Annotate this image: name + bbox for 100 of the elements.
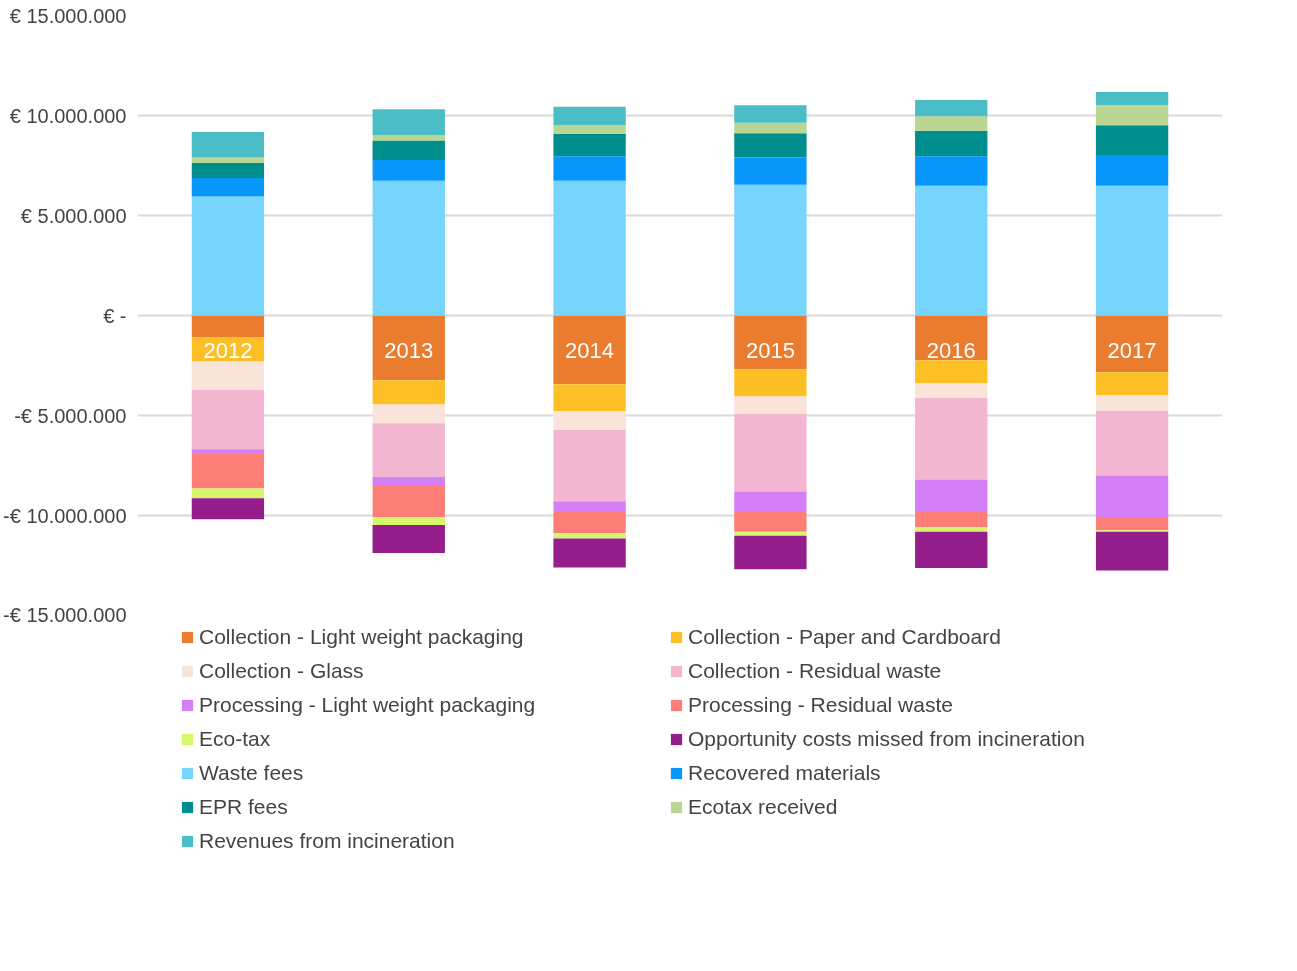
x-tick-label: 2014 (565, 338, 615, 363)
bar (372, 404, 445, 424)
bar (915, 360, 988, 384)
bar (734, 396, 807, 414)
bar (191, 488, 265, 499)
bar (1095, 372, 1169, 396)
bar (915, 479, 988, 512)
bar (1095, 475, 1169, 518)
bar (372, 525, 445, 553)
bar (191, 361, 265, 390)
bar (553, 156, 626, 181)
bar (191, 178, 265, 197)
bar (553, 125, 626, 134)
legend-label: Opportunity costs missed from incineration (688, 727, 1086, 751)
y-tick-label: € 15.000.000 (9, 4, 127, 27)
x-tick-label: 2017 (1107, 338, 1157, 363)
bar (734, 531, 807, 536)
bar (1095, 91, 1169, 106)
bar (191, 196, 265, 316)
bar (915, 185, 988, 316)
bar (915, 531, 988, 568)
bar (915, 511, 988, 528)
bar (734, 122, 807, 134)
bar (734, 369, 807, 397)
bar (734, 511, 807, 532)
bar (734, 491, 807, 512)
x-tick-label: 2013 (384, 338, 434, 363)
bar (372, 109, 445, 136)
y-tick-label: € 5.000.000 (20, 204, 127, 227)
bar (734, 315, 807, 370)
bar (191, 132, 265, 158)
bar (372, 476, 445, 487)
bar (734, 105, 807, 123)
bar (553, 501, 626, 512)
x-tick-label: 2012 (203, 338, 253, 363)
bar (553, 106, 626, 126)
bar (372, 140, 445, 160)
bar (915, 527, 988, 532)
legend-label: Collection - Paper and Cardboard (688, 625, 1002, 649)
bar (553, 538, 626, 568)
bar (191, 162, 265, 179)
bar (191, 157, 265, 163)
bar (372, 423, 445, 477)
bar (191, 315, 265, 338)
legend-label: Collection - Glass (199, 659, 365, 683)
bar (734, 133, 807, 158)
bar (372, 135, 445, 141)
bar (1095, 105, 1169, 126)
bar (191, 449, 265, 454)
bar (1095, 185, 1169, 316)
bar (915, 397, 988, 480)
bar (372, 380, 445, 405)
bar (1095, 125, 1169, 156)
bar (734, 157, 807, 185)
bar (1095, 155, 1169, 186)
legend-label: Collection - Light weight packaging (199, 625, 525, 649)
legend-label: Ecotax received (688, 795, 839, 819)
bar (915, 383, 988, 398)
bar (734, 535, 807, 570)
x-tick-label: 2015 (745, 338, 795, 363)
bar (553, 511, 626, 534)
bar (1095, 315, 1169, 373)
bar (553, 384, 626, 412)
bar (915, 116, 988, 131)
bar (372, 486, 445, 518)
legend-label: Processing - Light weight packaging (199, 693, 537, 717)
bar (553, 533, 626, 539)
x-tick-label: 2016 (926, 338, 976, 363)
bar (191, 498, 265, 520)
y-tick-label: -€ 10.000.000 (3, 504, 127, 527)
bar (372, 517, 445, 526)
bar (1095, 411, 1169, 476)
bar (191, 389, 265, 450)
y-tick-label: € 10.000.000 (9, 104, 127, 127)
bar (1095, 531, 1169, 571)
bar (372, 315, 445, 381)
bar (191, 453, 265, 489)
legend-label: Recovered materials (688, 761, 882, 785)
bar (553, 133, 626, 157)
y-tick-label: € - (103, 304, 127, 327)
legend-label: Processing - Residual waste (688, 693, 954, 717)
bar (734, 413, 807, 492)
bar (553, 315, 626, 385)
bar (915, 156, 988, 186)
legend-label: Waste fees (199, 761, 305, 785)
bar (1095, 517, 1169, 531)
legend-label: Revenues from incineration (199, 829, 456, 853)
bar (915, 130, 988, 157)
bar (553, 180, 626, 316)
bar (553, 411, 626, 430)
legend-label: Eco-tax (199, 727, 272, 751)
y-tick-label: -€ 15.000.000 (3, 603, 127, 626)
bar (915, 99, 988, 117)
bar (553, 429, 626, 502)
bar (372, 159, 445, 181)
legend-label: EPR fees (199, 795, 289, 819)
legend-label: Collection - Residual waste (688, 659, 943, 683)
y-tick-label: -€ 5.000.000 (14, 404, 127, 427)
bar (372, 180, 445, 316)
bar (1095, 395, 1169, 412)
